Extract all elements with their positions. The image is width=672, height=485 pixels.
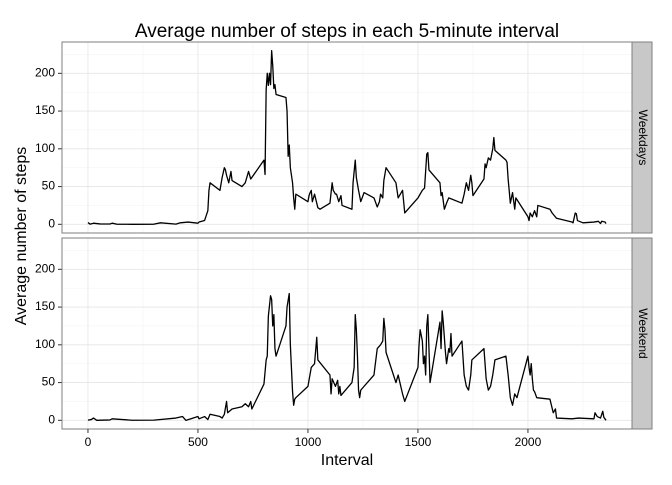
x-tick-label: 0 <box>85 435 92 449</box>
chart-title: Average number of steps in each 5-minute… <box>135 21 559 42</box>
strip-label: Weekend <box>636 308 650 358</box>
x-tick-label: 1000 <box>295 435 322 449</box>
line <box>87 50 607 225</box>
y-tick-label: 50 <box>42 179 56 193</box>
y-tick-label: 0 <box>48 216 55 230</box>
x-tick-label: 1500 <box>405 435 432 449</box>
y-tick-label: 150 <box>35 299 55 313</box>
y-axis-label: Average number of steps <box>13 147 30 325</box>
panel-background <box>62 238 632 429</box>
y-tick-label: 200 <box>35 66 55 80</box>
y-tick-label: 50 <box>42 375 56 389</box>
strip-label: Weekdays <box>636 110 650 166</box>
strip <box>631 237 653 430</box>
x-tick-label: 500 <box>188 435 208 449</box>
y-tick-label: 100 <box>35 337 55 351</box>
y-tick-label: 100 <box>35 141 55 155</box>
line <box>87 292 607 421</box>
y-tick-label: 200 <box>35 262 55 276</box>
x-axis-label: Interval <box>321 452 373 469</box>
strip <box>631 41 653 234</box>
panel-background <box>62 42 632 233</box>
x-tick-label: 2000 <box>515 435 542 449</box>
y-tick-label: 0 <box>48 412 55 426</box>
y-tick-label: 150 <box>35 103 55 117</box>
